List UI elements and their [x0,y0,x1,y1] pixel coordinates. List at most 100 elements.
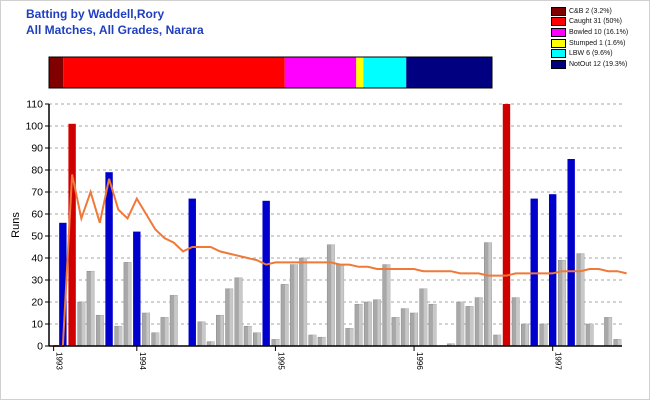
y-tick-label: 10 [31,319,43,331]
dismissal-segment [49,57,64,88]
innings-bar-highlight [580,253,585,346]
legend-item: NotOut 12 (19.3%) [551,59,647,70]
innings-bar-highlight [386,264,391,346]
dismissal-segment [284,57,357,88]
innings-bar-highlight [349,328,354,346]
innings-bar [68,123,76,346]
legend-label: Stumped 1 (1.6%) [569,39,626,47]
average-line-path [53,174,627,347]
dismissal-segment [406,57,492,88]
innings-bar-highlight [81,302,86,346]
innings-bar-highlight [451,343,455,346]
innings-bar-highlight [174,295,178,346]
innings-bar-highlight [164,317,169,346]
x-tick-label: 1994 [138,352,147,370]
innings-bar [188,198,196,346]
innings-bars [59,104,622,347]
x-tick-label: 1995 [276,352,285,370]
average-line [53,174,627,347]
legend-swatch [551,6,566,16]
y-tick-label: 90 [31,143,43,155]
innings-bar [59,222,67,346]
innings-bar-highlight [322,337,326,346]
innings-bar [548,194,557,346]
innings-bar [105,172,113,346]
legend-label: NotOut 12 (19.3%) [569,60,628,68]
y-tick-label: 50 [31,231,43,243]
x-tick-label: 1996 [415,352,424,370]
innings-bar-highlight [238,277,243,346]
y-axis-label: Runs [10,212,22,238]
legend-swatch [551,38,566,48]
legend-label: C&B 2 (3.2%) [569,7,612,15]
innings-bar-highlight [220,315,224,346]
y-tick-label: 70 [31,187,43,199]
innings-bar-highlight [275,339,280,346]
innings-bar-highlight [497,335,501,346]
innings-bar [502,104,511,346]
legend-item: LBW 6 (9.6%) [551,48,647,59]
innings-bar-highlight [90,271,95,346]
innings-bar-highlight [248,326,252,346]
legend-label: LBW 6 (9.6%) [569,50,613,58]
innings-bar-highlight [525,324,529,346]
innings-bar-highlight [368,302,372,346]
legend-swatch [551,59,566,69]
y-tick-label: 60 [31,209,43,221]
dismissal-bar-border [48,56,493,89]
innings-bar-highlight [516,297,520,346]
innings-bar-highlight [488,242,492,346]
innings-bar-highlight [395,317,400,346]
innings-bar-highlight [414,313,418,346]
y-tick-label: 30 [31,275,43,287]
innings-bar-highlight [469,306,474,346]
y-tick-label: 100 [25,121,43,133]
innings-bar [567,159,575,346]
dismissal-segment [356,57,364,88]
innings-bar-highlight [118,326,123,346]
legend-swatch [551,17,566,27]
innings-bar-highlight [405,308,409,346]
innings-bar-highlight [340,264,344,346]
innings-bar-highlight [331,244,335,346]
innings-bar-highlight [479,297,483,346]
innings-bar-highlight [423,288,427,346]
innings-bar [133,231,141,346]
innings-bar-highlight [590,324,594,346]
innings-bar [530,198,538,346]
legend-label: Caught 31 (50%) [569,18,622,26]
innings-bar-highlight [312,335,317,346]
y-tick-label: 40 [31,253,43,265]
innings-bar-highlight [285,284,289,346]
legend-swatch [551,27,566,37]
innings-bar-highlight [211,341,215,346]
y-tick-label: 80 [31,165,43,177]
innings-bar-highlight [155,332,159,346]
y-tick-label: 20 [31,297,43,309]
innings-bar-highlight [100,315,104,346]
innings-bar-highlight [303,258,307,346]
y-tick-label: 110 [26,99,43,111]
y-tick-label: 0 [37,341,43,353]
chart-title: Batting by Waddell,Rory [26,7,165,21]
innings-bar-highlight [377,299,381,346]
innings-bar [262,200,270,346]
legend-item: Bowled 10 (16.1%) [551,27,647,38]
x-tick-label: 1997 [554,352,563,370]
innings-bar-highlight [127,262,132,346]
innings-bar-highlight [257,332,261,346]
innings-bar-highlight [543,324,548,346]
dismissal-segment [63,57,285,88]
chart-subtitle: All Matches, All Grades, Narara [26,23,204,37]
legend: C&B 2 (3.2%) Caught 31 (50%) Bowled 10 (16… [551,6,647,70]
innings-bar-highlight [201,321,206,346]
innings-bar-highlight [608,317,612,346]
legend-swatch [551,49,566,59]
innings-bar-highlight [432,304,437,346]
innings-bar-highlight [617,339,622,346]
dismissal-segment [363,57,407,88]
innings-bar-highlight [229,288,233,346]
dismissal-summary-bar [48,56,493,89]
x-tick-label: 1993 [55,352,64,370]
